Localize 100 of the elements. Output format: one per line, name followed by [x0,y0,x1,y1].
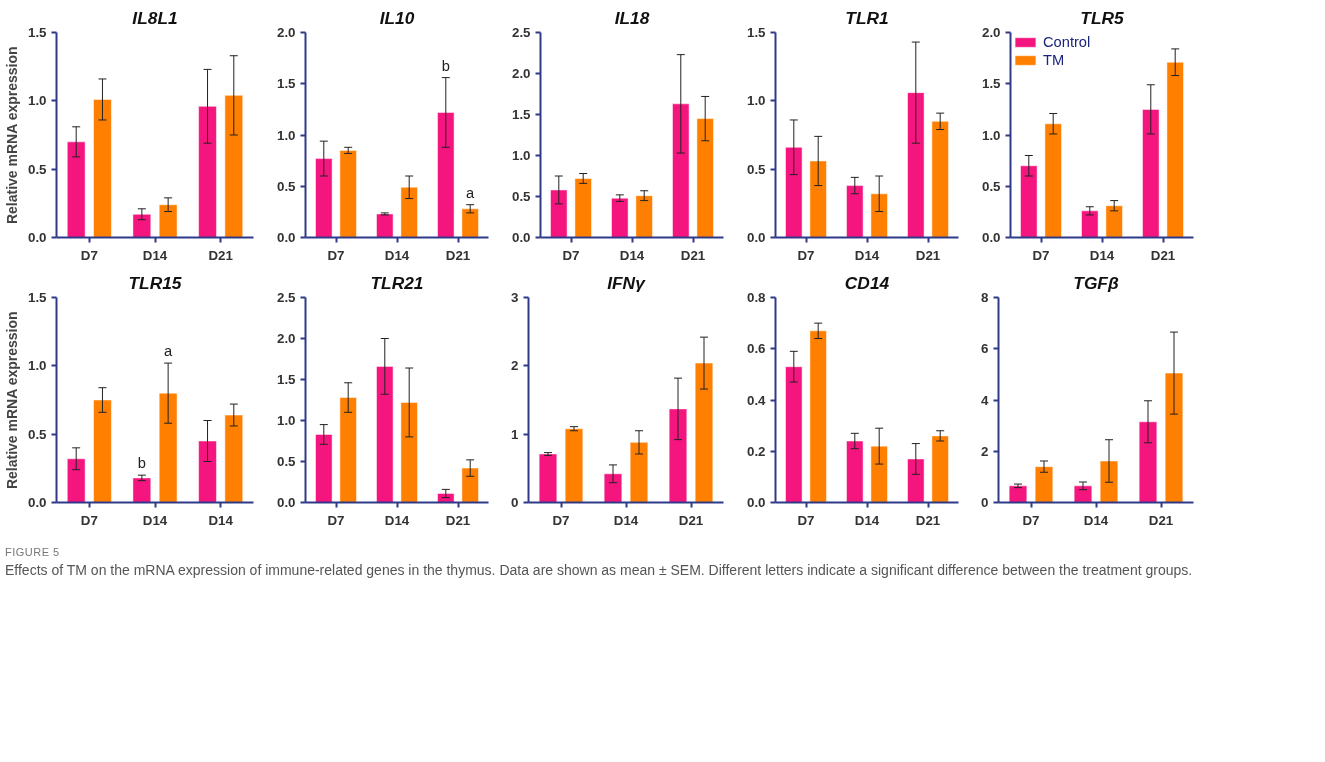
x-tick-label: D7 [562,247,580,263]
y-tick-label: 0.5 [981,178,1002,194]
x-tick-label: D14 [1089,247,1115,263]
y-tick-label: 2 [981,443,989,459]
y-tick-label: 1.0 [981,127,1001,143]
y-tick-label: 0.5 [276,178,297,194]
x-tick-label: D7 [327,512,345,528]
x-tick-label: D7 [797,512,815,528]
bar [931,435,949,503]
y-tick-label: 0.0 [276,230,296,245]
x-tick-label: D7 [327,247,345,263]
bar [1020,165,1038,238]
text: Effects of TM on the mRNA expression of immune-related genes in the thymus. Data are shown as mean ± SEM. Different letters indicate a significant difference between the treatment groups. [5,560,1193,580]
y-tick-label: 1.5 [27,25,48,40]
x-tick-label: D21 [208,247,234,263]
bar [785,147,803,238]
bar [400,187,418,238]
chart-title: TLR5 [1080,7,1125,28]
bar [629,442,649,503]
y-tick-label: 1.0 [511,148,531,163]
y-tick-label: 4 [981,392,990,408]
bar [339,150,357,238]
bar [574,178,592,238]
y-axis-title: Relative mRNA expression [3,46,20,225]
y-axis-title: Relative mRNA expression [3,311,20,490]
y-tick-label: 8 [981,290,989,305]
bar [461,467,479,503]
y-tick-label: 0.0 [27,495,47,510]
bar [846,185,864,238]
y-tick-label: 0.5 [511,189,532,204]
x-tick-label: D7 [797,247,815,263]
bar [1142,109,1160,238]
chart-title: IL8L1 [132,7,178,28]
bar [603,473,623,503]
bar [158,204,178,238]
x-tick-label: D7 [1022,512,1040,528]
bar [1105,205,1123,238]
bar [315,434,333,503]
legend-label: Control [1043,34,1091,50]
y-tick-label: 2.5 [276,290,297,305]
x-tick-label: D14 [142,247,168,263]
y-tick-label: 0.0 [511,230,531,245]
y-tick-label: 2.0 [511,66,531,81]
x-tick-label: D21 [915,247,941,263]
bar [198,440,217,503]
y-tick-label: 0 [981,495,989,510]
annotation: a [466,184,476,201]
y-tick-label: 1.0 [27,93,47,109]
bar [1073,485,1093,503]
x-tick-label: D14 [854,512,880,528]
bar [437,112,455,238]
y-tick-label: 6 [981,341,989,357]
bar [1164,372,1184,503]
bar [93,399,112,503]
x-tick-label: D14 [208,512,234,528]
y-tick-label: 0.5 [27,161,48,177]
x-tick-label: D7 [1032,247,1050,263]
bar [437,493,455,503]
y-tick-label: 0.0 [276,495,296,510]
bar [1166,61,1184,238]
y-tick-label: 0.0 [27,230,47,245]
bar [611,197,629,238]
bar [1008,485,1028,503]
x-tick-label: D21 [445,512,471,528]
x-tick-label: D21 [1150,247,1176,263]
bar [339,397,357,503]
bar [132,477,152,503]
bar [1138,421,1158,503]
y-tick-label: 1.5 [981,76,1002,92]
chart-title: IL18 [614,7,650,28]
y-tick-label: 2.0 [981,25,1001,40]
y-tick-label: 0.0 [746,230,766,245]
chart-title: IL10 [379,7,415,28]
bar [376,213,394,238]
y-tick-label: 0.8 [746,290,766,305]
x-tick-label: D7 [80,512,98,528]
y-tick-label: 0 [511,495,519,510]
bar [564,428,584,503]
x-tick-label: D14 [384,512,410,528]
bar [696,118,714,238]
bar [870,193,888,238]
y-tick-label: 1.5 [746,25,767,40]
bar [538,453,558,503]
bar [931,121,949,238]
y-tick-label: 1.0 [746,93,766,109]
bar [198,106,217,238]
bar [809,160,827,238]
y-tick-label: 2.0 [276,25,296,40]
bar [635,195,653,238]
chart-title: CD14 [844,272,890,293]
bar [67,458,86,503]
bar [1099,460,1119,503]
chart-title: TLR21 [370,272,424,293]
y-tick-label: 1.5 [511,107,532,122]
bar [809,330,827,503]
bar [376,366,394,503]
bar [93,99,112,238]
x-tick-label: D14 [613,512,639,528]
bar [694,362,714,503]
chart-title: TLR1 [845,7,889,28]
